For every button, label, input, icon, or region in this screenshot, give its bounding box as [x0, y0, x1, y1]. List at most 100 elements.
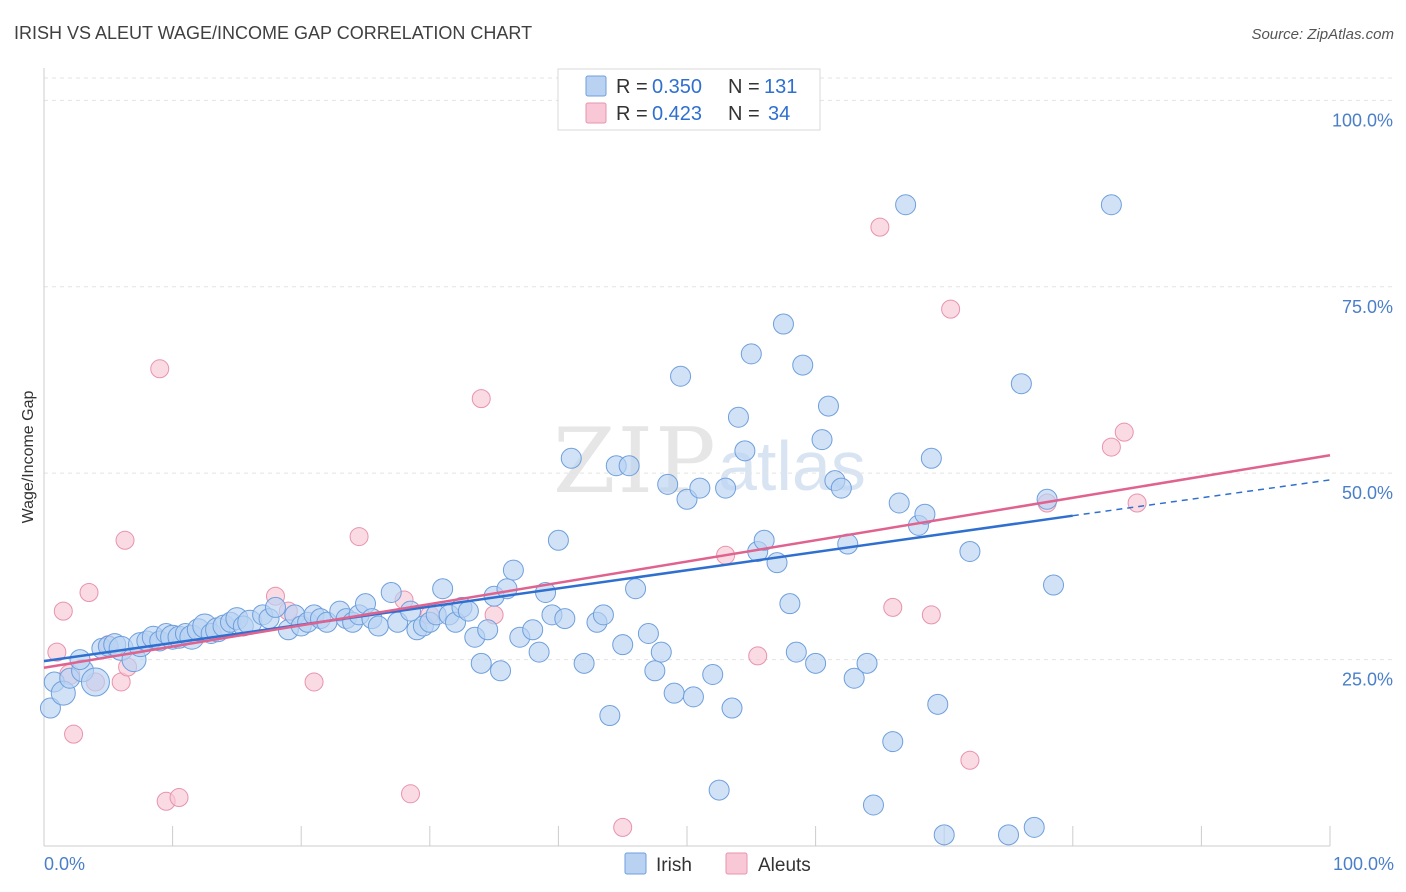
irish-point-94: [721, 697, 743, 719]
irish-trend-line: [43, 514, 1073, 663]
irish-point-113: [862, 794, 884, 816]
x-tick-label-max: 100.0%: [1333, 854, 1394, 874]
aleuts-point-18: [401, 784, 421, 804]
y-tick-label-1: 50.0%: [1342, 483, 1393, 503]
series-aleuts-points: [47, 217, 1147, 837]
aleuts-point-4: [79, 582, 99, 602]
irish-point-99: [753, 529, 775, 551]
irish-point-121: [933, 824, 955, 846]
irish-point-82: [637, 622, 659, 644]
aleuts-point-3: [64, 724, 84, 744]
x-tick-label-min: 0.0%: [44, 854, 85, 874]
irish-point-46: [367, 615, 389, 637]
aleuts-point-20: [471, 389, 491, 409]
irish-point-74: [573, 652, 595, 674]
legend-r-value-aleuts: 0.423: [652, 103, 702, 125]
trend-lines: [43, 454, 1331, 670]
irish-point-72: [554, 608, 576, 630]
irish-point-58: [457, 600, 479, 622]
irish-point-63: [490, 660, 512, 682]
irish-point-124: [1010, 373, 1032, 395]
irish-point-89: [682, 686, 704, 708]
irish-point-118: [914, 503, 936, 525]
irish-point-104: [792, 354, 814, 376]
irish-point-112: [856, 652, 878, 674]
legend-swatch-irish: [585, 75, 607, 97]
y-tick-labels: 25.0% 50.0% 75.0% 100.0%: [1332, 110, 1393, 689]
irish-point-77: [599, 705, 621, 727]
aleuts-point-10: [150, 359, 170, 379]
irish-point-122: [959, 540, 981, 562]
chart-source: Source: ZipAtlas.com: [1251, 26, 1394, 43]
legend-r-value-irish: 0.350: [652, 76, 702, 98]
irish-point-109: [830, 477, 852, 499]
x-ticks: [43, 826, 1331, 846]
irish-point-111: [843, 667, 865, 689]
irish-point-61: [477, 619, 499, 641]
legend: R = 0.350 N = 131 R = 0.423 N = 34: [557, 68, 821, 131]
irish-point-95: [727, 406, 749, 428]
series-irish-points: [39, 194, 1122, 846]
irish-point-105: [805, 652, 827, 674]
aleuts-point-24: [748, 646, 768, 666]
irish-point-116: [895, 194, 917, 216]
irish-point-68: [528, 641, 550, 663]
aleuts-point-15: [304, 672, 324, 692]
bottom-legend-swatch-aleuts: [725, 852, 748, 875]
irish-point-125: [1023, 816, 1045, 838]
legend-n-label-aleuts: N =: [728, 103, 760, 125]
irish-point-32: [264, 596, 286, 618]
grid: [44, 77, 1392, 661]
irish-point-73: [560, 447, 582, 469]
irish-point-54: [432, 578, 454, 600]
irish-point-83: [644, 660, 666, 682]
legend-r-label-irish: R =: [616, 76, 648, 98]
irish-point-115: [888, 492, 910, 514]
irish-point-120: [927, 693, 949, 715]
irish-point-103: [785, 641, 807, 663]
irish-point-80: [618, 455, 640, 477]
aleuts-point-1: [53, 601, 73, 621]
y-axis-label: Wage/Income Gap: [20, 391, 37, 524]
irish-point-114: [882, 731, 904, 753]
irish-point-6: [80, 667, 110, 697]
irish-point-92: [708, 779, 730, 801]
aleuts-point-29: [960, 750, 980, 770]
irish-point-101: [772, 313, 794, 335]
aleuts-trend-line: [43, 454, 1331, 670]
irish-point-65: [502, 559, 524, 581]
aleuts-point-27: [921, 605, 941, 625]
bottom-legend-label-aleuts: Aleuts: [758, 855, 811, 876]
irish-point-126: [1036, 488, 1058, 510]
bottom-legend: Irish Aleuts: [624, 852, 811, 876]
legend-n-value-irish: 131: [764, 76, 797, 98]
irish-point-127: [1043, 574, 1065, 596]
irish-point-84: [650, 641, 672, 663]
irish-point-47: [380, 581, 402, 603]
legend-n-label-irish: N =: [728, 76, 760, 98]
aleuts-point-12: [169, 788, 189, 808]
irish-point-90: [689, 477, 711, 499]
irish-point-123: [998, 824, 1019, 846]
y-tick-label-0: 25.0%: [1342, 670, 1393, 690]
irish-point-79: [612, 634, 634, 656]
aleuts-point-28: [941, 299, 961, 319]
irish-trend-extension: [1072, 479, 1331, 517]
aleuts-point-22: [613, 817, 633, 837]
aleuts-point-25: [870, 217, 890, 237]
irish-point-106: [811, 429, 833, 451]
aleuts-point-0: [47, 642, 67, 662]
y-tick-label-2: 75.0%: [1342, 297, 1393, 317]
chart-title: IRISH VS ALEUT WAGE/INCOME GAP CORRELATI…: [14, 23, 532, 43]
watermark: ZIP atlas: [553, 409, 866, 514]
irish-point-81: [625, 578, 647, 600]
bottom-legend-label-irish: Irish: [656, 855, 692, 876]
irish-point-96: [734, 440, 756, 462]
irish-point-119: [920, 447, 942, 469]
irish-point-60: [470, 652, 492, 674]
irish-point-87: [670, 365, 692, 387]
aleuts-point-16: [349, 527, 369, 547]
irish-point-93: [715, 477, 737, 499]
irish-point-85: [657, 473, 679, 495]
